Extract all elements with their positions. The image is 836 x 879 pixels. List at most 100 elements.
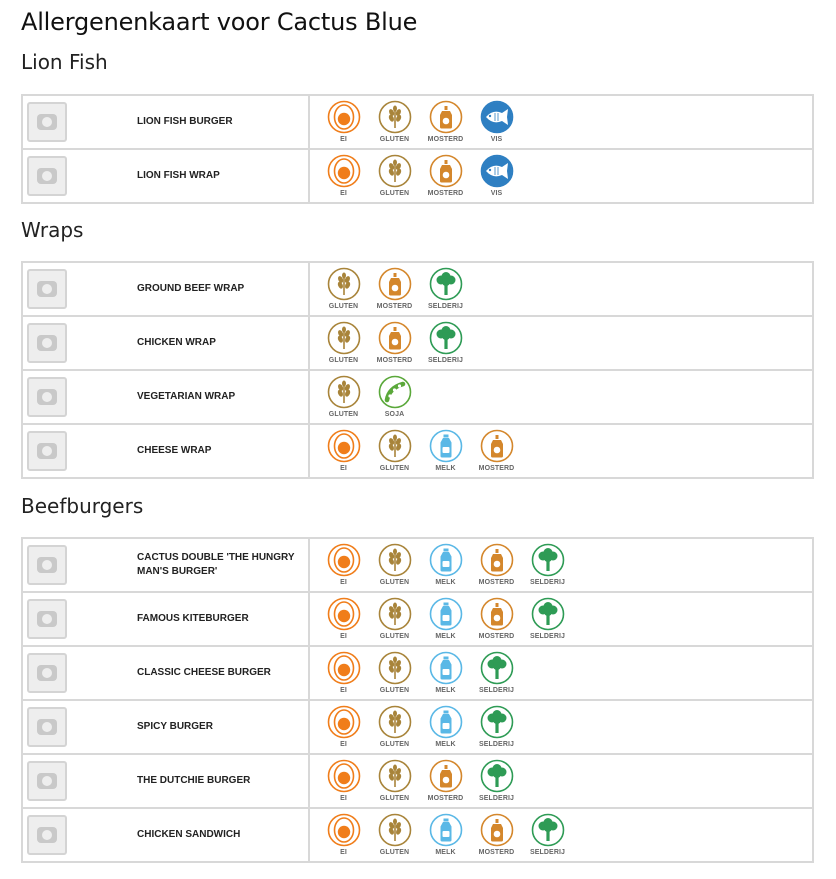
ei-icon: [327, 705, 360, 739]
allergen-melk: MELK: [420, 543, 471, 586]
dish-photo-placeholder-icon: [27, 815, 67, 855]
allergen-label: GLUTEN: [379, 795, 410, 802]
allergen-selderij: SELDERIJ: [522, 813, 573, 856]
camera-icon: [37, 719, 57, 735]
allergen-label: MOSTERD: [427, 190, 464, 197]
selderij-icon: [480, 759, 513, 793]
dish-cell: GROUND BEEF WRAP: [21, 261, 310, 317]
allergen-label: VIS: [490, 136, 503, 143]
allergen-label: SELDERIJ: [529, 849, 566, 856]
allergen-label: EI: [340, 136, 347, 143]
allergen-list: EI GLUTEN MELK MOSTERD SELDERIJ: [318, 810, 812, 860]
dish-cell: CACTUS DOUBLE 'THE HUNGRY MAN'S BURGER': [21, 537, 310, 593]
dish-name: CHICKEN SANDWICH: [137, 829, 241, 840]
mosterd-icon: [429, 154, 462, 188]
allergen-label: MOSTERD: [376, 303, 413, 310]
dish-photo-placeholder-icon: [27, 323, 67, 363]
allergen-selderij: SELDERIJ: [522, 597, 573, 640]
allergen-label: EI: [340, 687, 347, 694]
allergen-label: GLUTEN: [379, 687, 410, 694]
allergen-cell: EI GLUTEN MELK MOSTERD SELDERIJ: [308, 807, 814, 863]
mosterd-icon: [480, 543, 513, 577]
allergen-list: GLUTEN MOSTERD SELDERIJ: [318, 318, 812, 368]
gluten-icon: [378, 543, 411, 577]
melk-icon: [429, 813, 462, 847]
mosterd-icon: [429, 759, 462, 793]
allergen-ei: EI: [318, 154, 369, 197]
dish-row: LION FISH WRAP EI GLUTEN MOSTERD VIS: [21, 148, 814, 204]
allergen-cell: EI GLUTEN MELK SELDERIJ: [308, 699, 814, 755]
gluten-icon: [327, 375, 360, 409]
allergen-ei: EI: [318, 813, 369, 856]
allergen-mosterd: MOSTERD: [471, 597, 522, 640]
vis-icon: [480, 154, 513, 188]
allergen-label: MOSTERD: [478, 579, 515, 586]
allergen-label: GLUTEN: [379, 579, 410, 586]
ei-icon: [327, 543, 360, 577]
allergen-label: MELK: [435, 741, 456, 748]
allergen-gluten: GLUTEN: [369, 543, 420, 586]
allergen-gluten: GLUTEN: [318, 375, 369, 418]
dish-table-beefburgers: CACTUS DOUBLE 'THE HUNGRY MAN'S BURGER' E…: [21, 537, 814, 863]
ei-icon: [327, 154, 360, 188]
allergen-mosterd: MOSTERD: [420, 759, 471, 802]
dish-row: CHICKEN SANDWICH EI GLUTEN MELK MOSTERD SELDE…: [21, 807, 814, 863]
dish-row: LION FISH BURGER EI GLUTEN MOSTERD VIS: [21, 94, 814, 150]
dish-photo-placeholder-icon: [27, 431, 67, 471]
ei-icon: [327, 100, 360, 134]
allergen-label: SELDERIJ: [427, 357, 464, 364]
allergen-label: GLUTEN: [328, 357, 359, 364]
selderij-icon: [480, 651, 513, 685]
dish-cell: CHICKEN WRAP: [21, 315, 310, 371]
allergen-label: MOSTERD: [478, 849, 515, 856]
allergen-cell: GLUTEN MOSTERD SELDERIJ: [308, 261, 814, 317]
dish-name: FAMOUS KITEBURGER: [137, 613, 249, 624]
selderij-icon: [531, 813, 564, 847]
allergen-vis: VIS: [471, 154, 522, 197]
gluten-icon: [378, 100, 411, 134]
dish-cell: FAMOUS KITEBURGER: [21, 591, 310, 647]
allergen-label: GLUTEN: [328, 303, 359, 310]
dish-name: CACTUS DOUBLE 'THE HUNGRY MAN'S BURGER': [137, 552, 295, 577]
selderij-icon: [480, 705, 513, 739]
allergen-list: GLUTEN SOJA: [318, 372, 812, 422]
allergen-label: GLUTEN: [328, 411, 359, 418]
allergen-ei: EI: [318, 705, 369, 748]
dish-name: GROUND BEEF WRAP: [137, 283, 245, 294]
allergen-cell: GLUTEN SOJA: [308, 369, 814, 425]
dish-photo-placeholder-icon: [27, 707, 67, 747]
dish-photo-placeholder-icon: [27, 377, 67, 417]
dish-name: CLASSIC CHEESE BURGER: [137, 667, 271, 678]
allergen-label: GLUTEN: [379, 465, 410, 472]
ei-icon: [327, 597, 360, 631]
allergen-label: EI: [340, 795, 347, 802]
dish-cell: VEGETARIAN WRAP: [21, 369, 310, 425]
allergen-gluten: GLUTEN: [318, 267, 369, 310]
mosterd-icon: [480, 429, 513, 463]
gluten-icon: [378, 597, 411, 631]
allergen-gluten: GLUTEN: [369, 100, 420, 143]
allergen-label: MOSTERD: [478, 633, 515, 640]
allergen-list: EI GLUTEN MELK MOSTERD SELDERIJ: [318, 594, 812, 644]
dish-name: LION FISH WRAP: [137, 170, 220, 181]
allergen-cell: GLUTEN MOSTERD SELDERIJ: [308, 315, 814, 371]
camera-icon: [37, 168, 57, 184]
allergen-list: EI GLUTEN MELK MOSTERD: [318, 426, 812, 476]
dish-row: CLASSIC CHEESE BURGER EI GLUTEN MELK SELDERI…: [21, 645, 814, 701]
allergen-mosterd: MOSTERD: [369, 321, 420, 364]
allergen-gluten: GLUTEN: [369, 813, 420, 856]
allergen-label: GLUTEN: [379, 633, 410, 640]
selderij-icon: [429, 267, 462, 301]
allergen-selderij: SELDERIJ: [471, 705, 522, 748]
camera-icon: [37, 389, 57, 405]
allergen-label: SOJA: [384, 411, 405, 418]
allergen-label: EI: [340, 579, 347, 586]
allergen-label: SELDERIJ: [478, 687, 515, 694]
dish-name: LION FISH BURGER: [137, 116, 233, 127]
allergen-label: MOSTERD: [427, 136, 464, 143]
gluten-icon: [327, 321, 360, 355]
allergen-cell: EI GLUTEN MOSTERD SELDERIJ: [308, 753, 814, 809]
allergen-mosterd: MOSTERD: [471, 543, 522, 586]
selderij-icon: [531, 597, 564, 631]
allergen-list: EI GLUTEN MELK SELDERIJ: [318, 648, 812, 698]
